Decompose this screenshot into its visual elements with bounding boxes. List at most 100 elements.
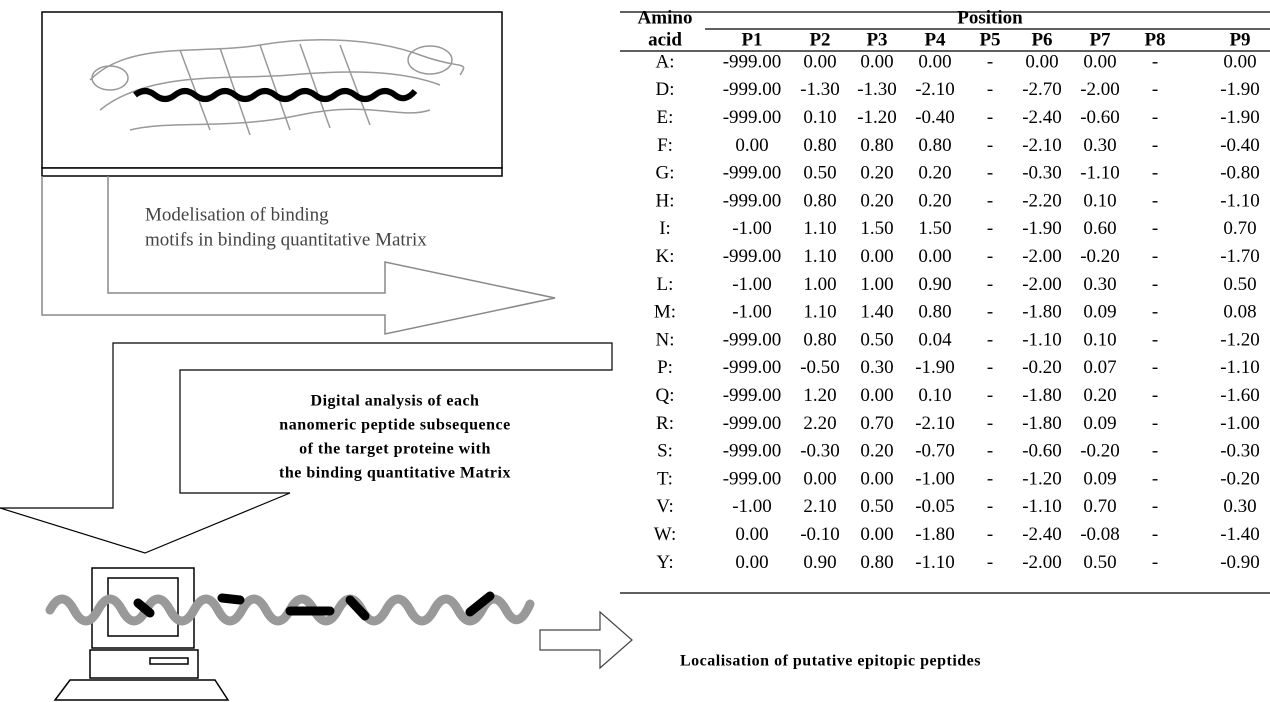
step-label: Digital analysis of each — [311, 393, 480, 410]
cell: -999.00 — [723, 79, 782, 100]
cell: 0.80 — [803, 190, 836, 211]
cell: R: — [656, 413, 674, 434]
cell: -999.00 — [723, 163, 782, 184]
cell: 2.20 — [803, 413, 836, 434]
header: Position — [957, 7, 1023, 28]
cell: 0.00 — [918, 246, 951, 267]
cell: -1.90 — [1220, 107, 1260, 128]
cell: - — [987, 552, 993, 573]
cell: - — [1152, 441, 1158, 462]
cell: -1.10 — [915, 552, 955, 573]
cell: - — [987, 329, 993, 350]
header: P4 — [924, 29, 946, 50]
cell: -1.90 — [1022, 218, 1062, 239]
cell: - — [987, 107, 993, 128]
cell: H: — [656, 190, 675, 211]
cell: -1.00 — [732, 302, 772, 323]
cell: -0.90 — [1220, 552, 1260, 573]
cell: -0.80 — [1220, 163, 1260, 184]
cell: 0.80 — [860, 552, 893, 573]
cell: -999.00 — [723, 329, 782, 350]
cell: - — [987, 496, 993, 517]
cell: 0.30 — [860, 357, 893, 378]
header: P9 — [1229, 29, 1250, 50]
cell: -2.20 — [1022, 190, 1062, 211]
cell: K: — [656, 246, 675, 267]
cell: 0.30 — [1083, 274, 1116, 295]
cell: 0.08 — [1223, 302, 1256, 323]
cell: - — [1152, 218, 1158, 239]
cell: -0.20 — [1220, 468, 1260, 489]
cell: 0.10 — [1083, 329, 1116, 350]
cell: -1.20 — [857, 107, 897, 128]
cell: -999.00 — [723, 357, 782, 378]
cell: 0.50 — [803, 163, 836, 184]
cell: 0.80 — [918, 135, 951, 156]
cell: E: — [657, 107, 674, 128]
cell: -999.00 — [723, 441, 782, 462]
cell: 0.00 — [1083, 51, 1116, 72]
cell: 0.00 — [803, 468, 836, 489]
step-label: the binding quantitative Matrix — [279, 465, 511, 482]
cell: -1.20 — [1022, 468, 1062, 489]
cell: G: — [656, 163, 675, 184]
cell: -0.30 — [1220, 441, 1260, 462]
cell: L: — [657, 274, 674, 295]
cell: 0.00 — [735, 135, 768, 156]
cell: 0.20 — [860, 441, 893, 462]
header: P3 — [866, 29, 887, 50]
step-label: Localisation of putative epitopic peptid… — [680, 653, 981, 670]
cell: - — [987, 413, 993, 434]
cell: 1.50 — [918, 218, 951, 239]
cell: 0.80 — [918, 302, 951, 323]
cell: -1.60 — [1220, 385, 1260, 406]
header: P6 — [1031, 29, 1052, 50]
cell: 0.50 — [1223, 274, 1256, 295]
cell: S: — [657, 441, 673, 462]
cell: -999.00 — [723, 413, 782, 434]
cell: M: — [654, 302, 676, 323]
cell: 0.00 — [860, 246, 893, 267]
cell: - — [987, 135, 993, 156]
cell: - — [1152, 385, 1158, 406]
cell: Y: — [656, 552, 673, 573]
cell: -0.20 — [1022, 357, 1062, 378]
cell: N: — [656, 329, 675, 350]
cell: - — [987, 246, 993, 267]
cell: 0.50 — [860, 329, 893, 350]
cell: -2.10 — [1022, 135, 1062, 156]
cell: -1.00 — [732, 274, 772, 295]
cell: 0.50 — [1083, 552, 1116, 573]
cell: -1.10 — [1220, 190, 1260, 211]
cell: -0.20 — [1080, 441, 1120, 462]
cell: I: — [659, 218, 671, 239]
cell: 0.80 — [803, 329, 836, 350]
cell: - — [1152, 468, 1158, 489]
cell: D: — [656, 79, 675, 100]
cell: 0.00 — [1025, 51, 1058, 72]
cell: - — [1152, 51, 1158, 72]
cell: -0.50 — [800, 357, 840, 378]
cell: -0.40 — [915, 107, 955, 128]
cell: -1.90 — [1220, 79, 1260, 100]
cell: - — [1152, 552, 1158, 573]
cell: -0.05 — [915, 496, 955, 517]
cell: -0.20 — [1080, 246, 1120, 267]
cell: -1.00 — [732, 218, 772, 239]
cell: -1.90 — [915, 357, 955, 378]
cell: - — [1152, 135, 1158, 156]
cell: - — [987, 274, 993, 295]
cell: P: — [657, 357, 673, 378]
protein-figure — [41, 11, 503, 177]
cell: - — [987, 357, 993, 378]
cell: -1.80 — [915, 524, 955, 545]
cell: 0.00 — [803, 51, 836, 72]
cell: -1.00 — [915, 468, 955, 489]
cell: -0.10 — [800, 524, 840, 545]
cell: -0.08 — [1080, 524, 1120, 545]
cell: 0.00 — [1223, 51, 1256, 72]
cell: -1.10 — [1080, 163, 1120, 184]
header: acid — [648, 29, 682, 50]
cell: -999.00 — [723, 385, 782, 406]
